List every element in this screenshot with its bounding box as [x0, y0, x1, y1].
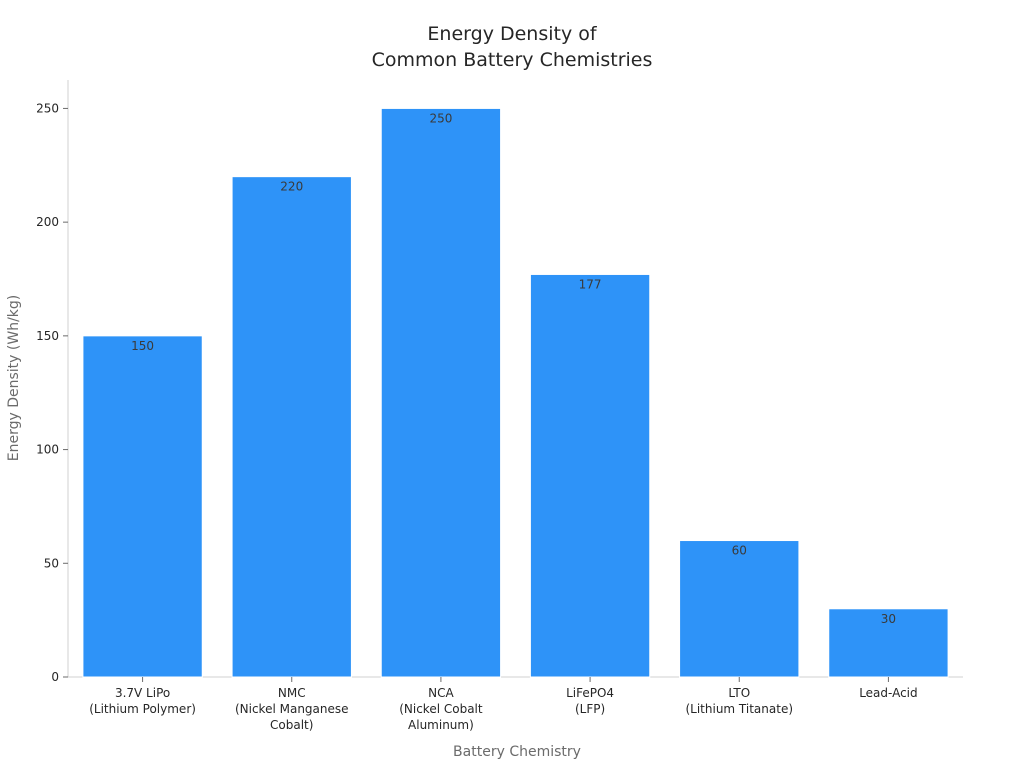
plot-area: 0 50 100 150 200 250 150 3.7V LiPo (Lithium Poly…: [36, 80, 963, 732]
x-tick-label-line: Aluminum): [408, 718, 474, 732]
chart-title-line-2: Common Battery Chemistries: [372, 49, 653, 71]
x-tick-label-line: (Nickel Cobalt: [399, 702, 483, 716]
x-tick-label-line: (Lithium Titanate): [685, 702, 793, 716]
y-tick-label: 250: [36, 101, 59, 115]
bar: [82, 335, 203, 678]
x-tick-label-line: Lead-Acid: [859, 686, 917, 700]
bar-value-label: 177: [579, 277, 602, 291]
x-tick-label: NCA (Nickel Cobalt Aluminum): [399, 686, 483, 732]
bar-value-label: 150: [131, 339, 154, 353]
x-tick-label: 3.7V LiPo (Lithium Polymer): [89, 686, 196, 716]
x-tick-label: Lead-Acid: [859, 686, 917, 700]
x-tick-label-line: NCA: [428, 686, 454, 700]
x-tick-label-line: (Nickel Manganese: [235, 702, 349, 716]
x-tick-label: NMC (Nickel Manganese Cobalt): [235, 686, 349, 732]
x-tick-label-line: LiFePO4: [566, 686, 614, 700]
x-tick-label-line: NMC: [278, 686, 306, 700]
x-tick-label-line: (Lithium Polymer): [89, 702, 196, 716]
y-tick-label: 0: [51, 670, 59, 684]
x-tick-label-line: Cobalt): [270, 718, 313, 732]
bar: [231, 176, 352, 678]
bar: [679, 540, 800, 678]
x-tick-label-line: (LFP): [575, 702, 605, 716]
bar: [380, 107, 502, 678]
x-tick-label-line: LTO: [728, 686, 750, 700]
bar-value-label: 250: [429, 111, 452, 125]
chart-title-line-1: Energy Density of: [427, 23, 597, 45]
y-tick-label: 200: [36, 215, 59, 229]
bar: [529, 273, 651, 678]
bar-value-label: 60: [732, 544, 747, 558]
bar-value-label: 220: [280, 180, 303, 194]
x-tick-label-line: 3.7V LiPo: [115, 686, 170, 700]
y-tick-label: 50: [44, 556, 59, 570]
x-tick-label: LTO (Lithium Titanate): [685, 686, 793, 716]
bar: [828, 608, 949, 678]
y-tick-label: 150: [36, 329, 59, 343]
y-tick-label: 100: [36, 443, 59, 457]
x-tick-label: LiFePO4 (LFP): [566, 686, 614, 716]
y-axis-label: Energy Density (Wh/kg): [6, 295, 22, 462]
bar-value-label: 30: [881, 612, 896, 626]
x-axis-label: Battery Chemistry: [453, 744, 581, 760]
